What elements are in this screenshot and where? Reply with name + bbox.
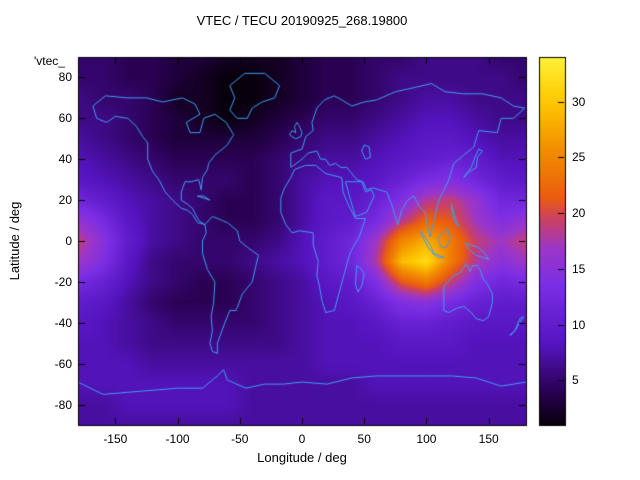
y-tick-label: -60: [54, 356, 72, 371]
colorbar-tick-label: 20: [572, 206, 586, 221]
x-axis-label: Longitude / deg: [257, 450, 347, 465]
y-tick-label: -20: [54, 274, 72, 289]
colorbar-tick-label: 10: [572, 317, 586, 332]
y-tick-label: 20: [58, 193, 72, 208]
x-tick-label: -100: [165, 432, 190, 446]
y-tick-label: -40: [54, 315, 72, 330]
x-tick-label: 100: [416, 432, 437, 446]
colorbar-tick-label: 5: [572, 373, 579, 388]
x-tick-label: -50: [231, 432, 249, 446]
y-tick-label: 80: [58, 70, 72, 85]
chart-title: VTEC / TECU 20190925_268.19800: [196, 13, 408, 28]
y-tick-label: -80: [54, 397, 72, 412]
y-tick-label: 60: [58, 111, 72, 126]
x-tick-label: -150: [103, 432, 128, 446]
y-axis-label: Latitude / deg: [7, 201, 22, 281]
colorbar-tick-label: 25: [572, 150, 586, 165]
key-label-vtec: 'vtec_: [34, 54, 65, 68]
colorbar-tick-label: 15: [572, 261, 586, 276]
y-tick-label: 0: [65, 234, 72, 248]
x-tick-label: 0: [298, 432, 306, 446]
y-tick-label: 40: [58, 152, 72, 167]
colorbar-tick-label: 30: [572, 94, 586, 109]
x-tick-label: 50: [357, 432, 371, 446]
x-tick-label: 150: [478, 432, 499, 446]
